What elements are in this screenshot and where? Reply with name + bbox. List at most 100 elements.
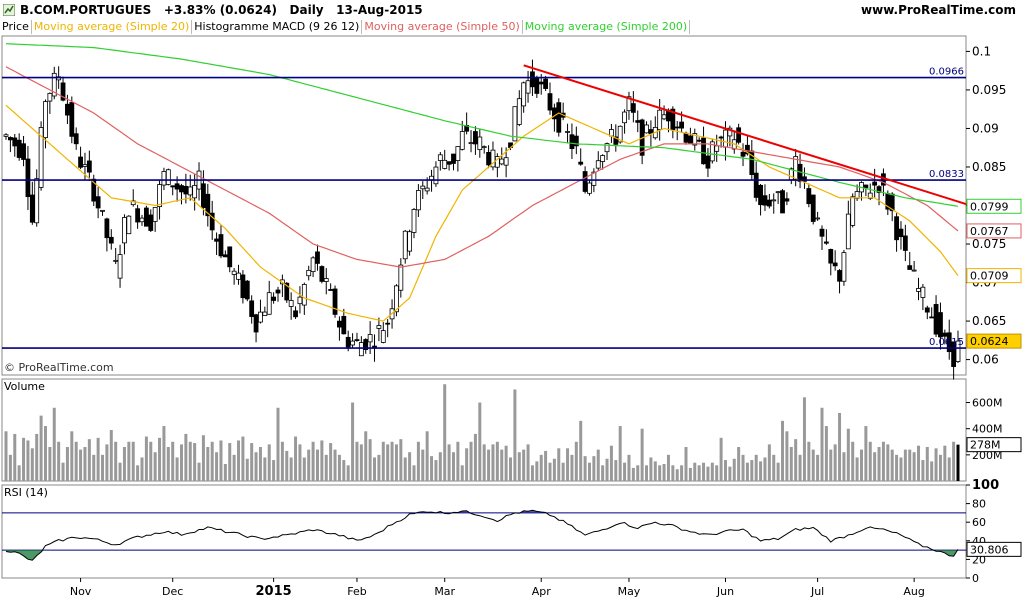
candle-body bbox=[398, 264, 404, 291]
date-label: 13-Aug-2015 bbox=[336, 3, 423, 17]
volume-bar bbox=[877, 447, 881, 481]
candle-body bbox=[894, 216, 899, 241]
price-pane: 0.1 0.095 0.09 0.085 0.08 0.075 0.07 0.065 0.06 0… bbox=[2, 43, 1022, 380]
candle-body bbox=[802, 176, 807, 182]
legend-sma200[interactable]: Moving average (Simple 200) bbox=[523, 20, 691, 34]
volume-bar bbox=[386, 444, 390, 481]
volume-bar bbox=[105, 444, 109, 481]
volume-bar bbox=[35, 433, 39, 481]
volume-bar bbox=[48, 447, 52, 481]
legend-sma20[interactable]: Moving average (Simple 20) bbox=[32, 20, 193, 34]
volume-bar bbox=[767, 444, 771, 481]
candle-body bbox=[253, 314, 259, 333]
candle-body bbox=[69, 102, 75, 137]
candle-body bbox=[745, 144, 750, 155]
volume-bar bbox=[846, 428, 850, 481]
sma200-value-tag: 0.0799 bbox=[966, 198, 1022, 214]
candle-body bbox=[771, 199, 777, 202]
last-price-tag-box bbox=[966, 333, 1022, 349]
volume-bar bbox=[153, 452, 157, 481]
volume-bar bbox=[680, 465, 684, 481]
volume-bar bbox=[544, 450, 548, 481]
candle-body bbox=[736, 127, 742, 143]
candle-body bbox=[117, 254, 123, 279]
candle-body bbox=[819, 228, 825, 237]
candle-body bbox=[29, 194, 35, 223]
time-tick-label: May bbox=[618, 585, 641, 598]
candle-body bbox=[179, 185, 184, 193]
chart-header: B.COM.PORTUGUES +3.83% (0.0624) Daily 13… bbox=[0, 0, 1024, 20]
volume-bar bbox=[179, 444, 183, 481]
candle-body bbox=[885, 193, 891, 210]
brand-link[interactable]: www.ProRealTime.com bbox=[861, 3, 1016, 17]
sma200-value-tag-box bbox=[966, 198, 1022, 214]
volume-bar bbox=[710, 462, 714, 481]
candle-body bbox=[938, 312, 943, 338]
candle-body bbox=[955, 340, 961, 362]
candle-body bbox=[635, 120, 641, 123]
volume-bar bbox=[728, 466, 732, 481]
volume-bar bbox=[368, 439, 372, 481]
candle-body bbox=[766, 199, 772, 207]
candle-body bbox=[249, 300, 255, 317]
legend-macd[interactable]: Histogramme MACD (9 26 12) bbox=[192, 20, 363, 34]
candle-body bbox=[78, 156, 83, 168]
volume-bar bbox=[285, 450, 289, 481]
rsi-pane-title: RSI (14) bbox=[4, 486, 48, 499]
volume-bar bbox=[741, 454, 745, 481]
candle-body bbox=[143, 207, 149, 227]
volume-frame bbox=[1, 378, 967, 482]
volume-bar bbox=[517, 452, 521, 481]
volume-bar bbox=[127, 441, 131, 481]
volume-bar bbox=[487, 449, 491, 481]
volume-bar bbox=[83, 447, 87, 481]
candle-body bbox=[332, 288, 338, 315]
last-price-tag-text: 0.0624 bbox=[970, 335, 1009, 348]
volume-bar bbox=[4, 431, 8, 481]
volume-bar bbox=[548, 462, 552, 481]
sma50-value-tag-box bbox=[966, 223, 1022, 239]
volume-bar bbox=[895, 454, 899, 481]
app-logo-icon bbox=[3, 4, 15, 16]
candle-body bbox=[622, 111, 627, 124]
candle-body bbox=[609, 129, 614, 137]
volume-bar bbox=[754, 454, 758, 481]
candle-body bbox=[920, 286, 926, 298]
volume-bar bbox=[579, 420, 583, 481]
candle-body bbox=[205, 193, 211, 217]
volume-bar bbox=[500, 449, 504, 481]
volume-bar bbox=[276, 407, 280, 481]
sma20-value-tag-text: 0.0709 bbox=[970, 270, 1009, 283]
legend-sma50[interactable]: Moving average (Simple 50) bbox=[362, 20, 523, 34]
volume-bar bbox=[434, 460, 438, 481]
volume-bar bbox=[675, 469, 679, 481]
rsi-tick-label: 60 bbox=[972, 516, 986, 529]
volume-bar bbox=[715, 465, 719, 481]
volume-bar bbox=[70, 431, 74, 481]
volume-bar bbox=[403, 457, 407, 481]
candle-body bbox=[389, 308, 395, 320]
candle-body bbox=[749, 150, 755, 175]
candle-body bbox=[201, 183, 206, 209]
candle-body bbox=[411, 209, 417, 233]
candle-body bbox=[240, 274, 246, 299]
legend-price[interactable]: Price bbox=[0, 20, 32, 34]
candle-body bbox=[481, 146, 487, 149]
volume-bar bbox=[693, 462, 697, 481]
volume-bar bbox=[87, 439, 91, 481]
volume-bar bbox=[829, 449, 833, 481]
candle-body bbox=[244, 280, 250, 300]
candle-body bbox=[174, 183, 180, 190]
volume-bar bbox=[342, 460, 346, 481]
rsi-tick-label: 20 bbox=[972, 553, 986, 566]
time-tick-label: Jul bbox=[810, 585, 824, 598]
candle-body bbox=[780, 190, 785, 214]
rsi-value-tag-box bbox=[966, 541, 1022, 557]
volume-bar bbox=[206, 447, 210, 481]
price-change: +3.83% (0.0624) bbox=[163, 3, 277, 17]
volume-bar bbox=[237, 440, 241, 481]
candle-body bbox=[455, 146, 461, 161]
volume-value-tag-text: 278M bbox=[970, 439, 1001, 452]
